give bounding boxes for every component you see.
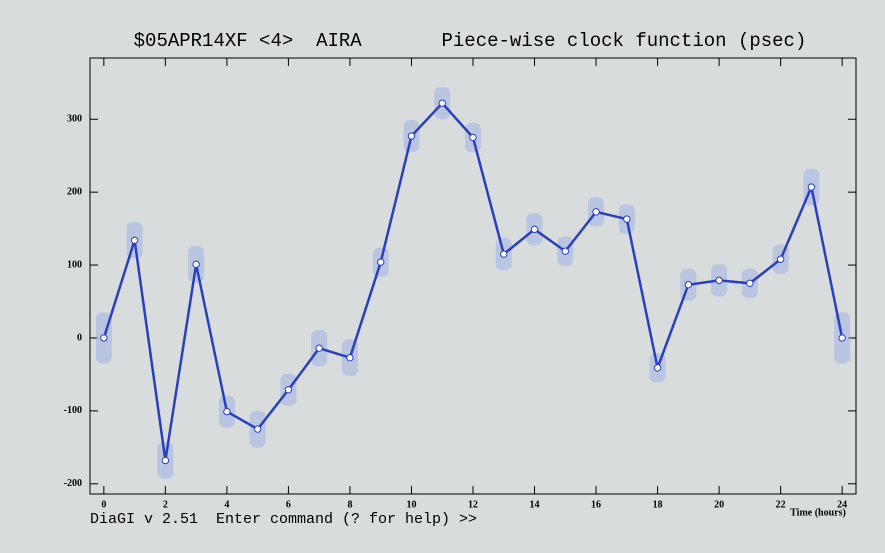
x-axis-label: Time (hours) [790,507,846,518]
x-tick-label: 14 [530,499,540,510]
x-tick-label: 4 [224,499,229,510]
y-tick-label: 0 [77,332,82,343]
data-point [684,281,693,289]
x-tick-label: 18 [653,499,663,510]
data-point [253,425,262,433]
data-point [469,133,477,142]
data-point [561,247,569,255]
data-point [623,215,631,223]
data-point [715,276,723,285]
x-tick-label: 10 [406,499,416,510]
data-point [653,364,662,372]
data-point [776,255,785,263]
data-point [530,225,539,234]
x-tick-label: 6 [286,499,291,510]
data-point [223,407,231,416]
x-tick-label: 8 [347,499,352,510]
x-tick-label: 24 [837,499,847,510]
y-tick-label: 300 [67,114,82,125]
data-point [407,132,416,140]
data-point [838,334,846,342]
x-tick-label: 16 [591,499,601,510]
x-tick-label: 2 [163,499,168,510]
data-point [100,334,108,342]
y-tick-label: -200 [64,478,82,489]
x-tick-label: 12 [468,499,478,510]
x-tick-label: 20 [714,499,724,510]
y-tick-label: 200 [67,186,82,197]
data-point [161,456,170,465]
x-tick-label: 0 [101,499,106,510]
data-point [315,344,323,352]
x-tick-label: 22 [776,499,786,510]
data-point [592,208,600,216]
command-prompt: DiaGI v 2.51 Enter command (? for help) … [90,511,477,528]
data-point [284,386,293,394]
y-tick-label: 100 [67,259,82,270]
chart-title: $05APR14XF <4> AIRA Piece-wise clock fun… [134,30,807,52]
data-point [130,236,139,244]
data-point [377,258,385,266]
data-point [346,353,354,362]
data-point [192,260,200,269]
data-point [746,279,754,287]
y-tick-label: -100 [64,405,82,416]
data-point [438,99,446,107]
data-point [500,250,508,258]
data-point [807,183,816,191]
